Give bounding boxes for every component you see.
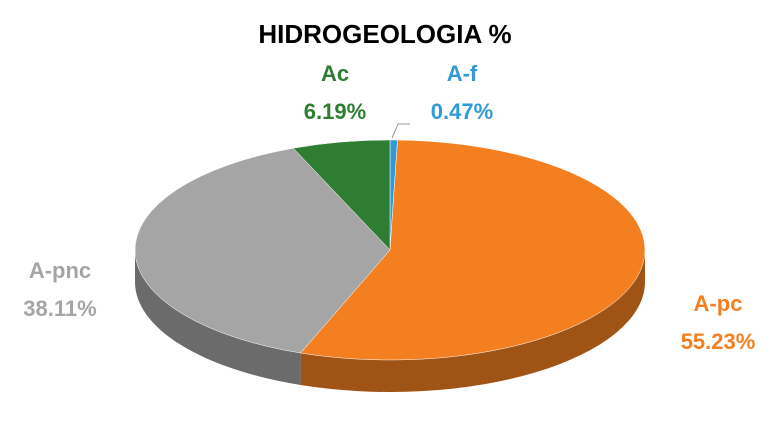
slice-side — [135, 250, 301, 386]
slice-side — [300, 250, 645, 392]
slice — [134, 147, 391, 354]
slice — [300, 139, 646, 361]
chart-title: HIDROGEOLOGIA % — [258, 19, 511, 49]
slice-label: A-f — [447, 61, 478, 86]
slice — [292, 139, 391, 251]
slice-value-label: 55.23% — [681, 329, 756, 354]
slice-label: A-pnc — [29, 258, 91, 283]
slice-value-label: 6.19% — [304, 99, 366, 124]
slice-value-label: 0.47% — [431, 99, 493, 124]
slice-label: A-pc — [694, 291, 743, 316]
slice-label: Ac — [321, 61, 349, 86]
slice-value-label: 38.11% — [23, 296, 96, 321]
leader-line — [391, 123, 410, 139]
